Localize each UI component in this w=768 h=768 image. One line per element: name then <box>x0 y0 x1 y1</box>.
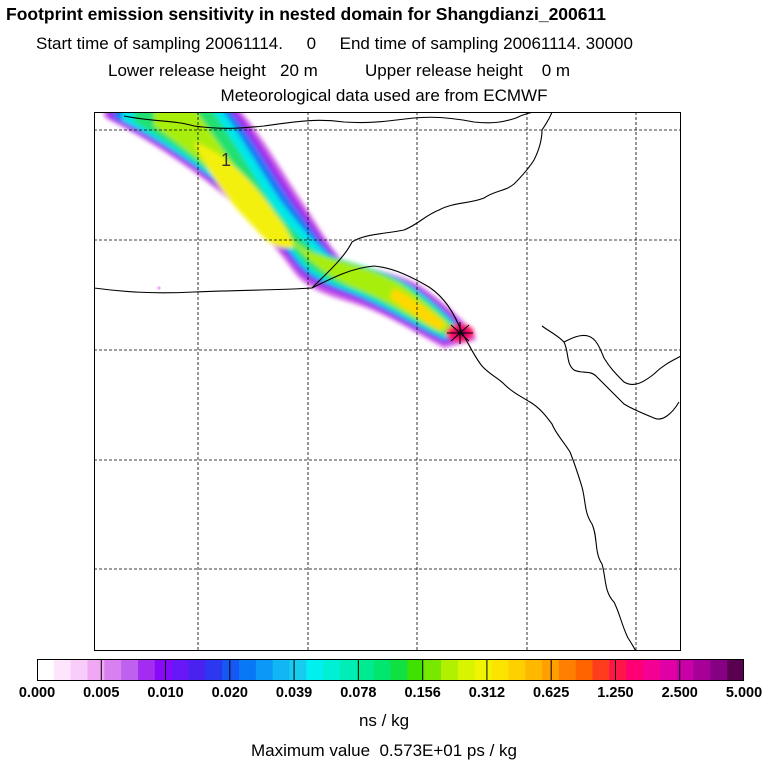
colorbar-cell <box>643 659 661 681</box>
colorbar-dividers <box>100 659 681 681</box>
contour-label: 1 <box>221 150 231 170</box>
emission-plume <box>104 112 476 348</box>
colorbar-cell <box>727 659 744 681</box>
footprint-map: 1 <box>94 112 681 651</box>
colorbar-cell <box>407 659 425 681</box>
colorbar-cell <box>222 659 240 681</box>
colorbar-cell <box>154 659 173 681</box>
colorbar-tick-label: 0.312 <box>468 685 506 701</box>
colorbar-cell <box>373 659 392 681</box>
colorbar-cell <box>508 659 526 681</box>
stray-point <box>157 286 161 290</box>
colorbar-cell <box>255 659 274 681</box>
plume-yellow <box>194 142 294 249</box>
colorbar-cell <box>306 659 324 681</box>
colorbar-cell <box>390 659 408 681</box>
colorbar-tick-label: 0.039 <box>275 685 313 701</box>
lat-lon-grid <box>94 112 681 651</box>
colorbar-cell <box>693 659 711 681</box>
colorbar-tick-label: 0.020 <box>211 685 248 701</box>
colorbar-cell <box>710 659 728 681</box>
colorbar-tick-label: 0.005 <box>83 685 120 701</box>
colorbar-cell <box>356 659 375 681</box>
colorbar-cell <box>525 659 543 681</box>
colorbar-tick-label: 5.000 <box>725 685 763 701</box>
colorbar-tick-label: 0.625 <box>533 685 570 701</box>
plume-yellow-lower <box>390 288 446 330</box>
colorbar-cell <box>474 659 493 681</box>
colorbar-cell <box>272 659 291 681</box>
met-data-source: Meteorological data used are from ECMWF <box>220 86 548 105</box>
maximum-value: Maximum value 0.573E+01 ps / kg <box>251 741 517 760</box>
colorbar-cell <box>457 659 476 681</box>
colorbar-cell <box>37 659 55 681</box>
colorbar-cell <box>659 659 678 681</box>
colorbar-cell <box>323 659 341 681</box>
sampling-times: Start time of sampling 20061114. 0 End t… <box>36 34 633 53</box>
colorbar-cell <box>609 659 627 681</box>
colorbar-cell <box>676 659 695 681</box>
colorbar-tick-label: 0.078 <box>340 685 377 701</box>
colorbar-cell <box>104 659 122 681</box>
colorbar-tick-label: 0.000 <box>18 685 56 701</box>
colorbar-cell <box>491 659 509 681</box>
colorbar-tick-label: 2.500 <box>661 685 698 701</box>
colorbar-cell <box>592 659 610 681</box>
colorbar-cell <box>188 659 206 681</box>
colorbar-cell <box>171 659 190 681</box>
colorbar-cell <box>289 659 307 681</box>
colorbar-cell <box>53 659 72 681</box>
colorbar-cell <box>205 659 223 681</box>
release-heights: Lower release height 20 m Upper release … <box>108 61 571 80</box>
colorbar-cell <box>441 659 459 681</box>
colorbar-tick-label: 0.010 <box>147 685 184 701</box>
colorbar <box>37 659 744 681</box>
colorbar-cell <box>87 659 105 681</box>
country-boundaries <box>94 112 681 651</box>
colorbar-cell <box>575 659 594 681</box>
colorbar-cell <box>558 659 577 681</box>
colorbar-tick-label: 1.250 <box>597 685 634 701</box>
colorbar-cell <box>239 659 257 681</box>
colorbar-units: ns / kg <box>358 711 410 730</box>
colorbar-cell <box>424 659 442 681</box>
map-title: Footprint emission sensitivity in nested… <box>6 4 606 24</box>
colorbar-cell <box>340 659 358 681</box>
colorbar-cells <box>37 659 744 681</box>
colorbar-cell <box>138 659 156 681</box>
colorbar-tick-label: 0.156 <box>404 685 441 701</box>
colorbar-cell <box>121 659 139 681</box>
colorbar-cell <box>626 659 644 681</box>
release-site-marker <box>447 322 473 344</box>
colorbar-cell <box>70 659 89 681</box>
